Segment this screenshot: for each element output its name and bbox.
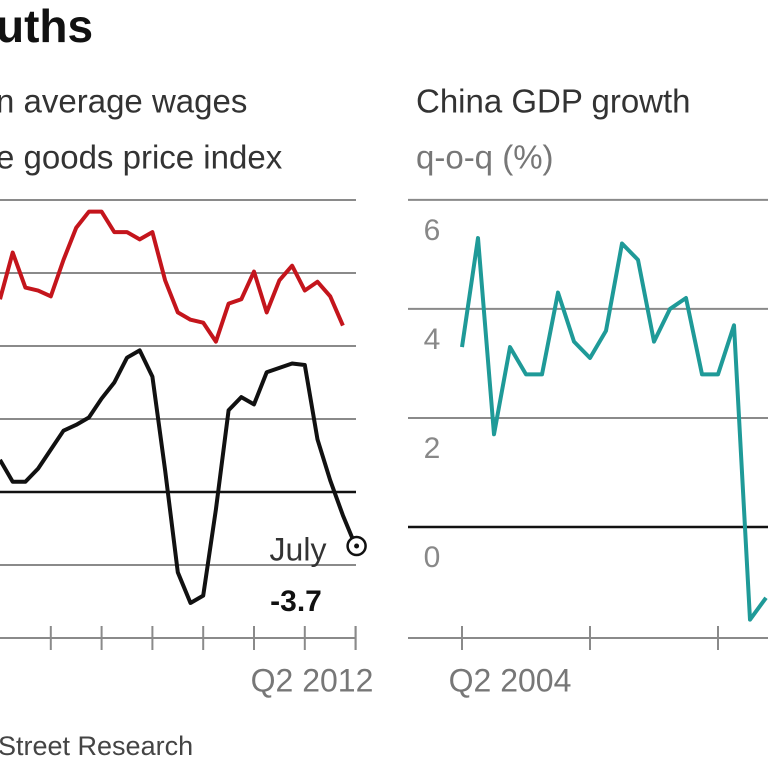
data-line — [0, 348, 358, 605]
annotation: July — [270, 531, 327, 567]
chart-subtitle: q-o-q (%) — [416, 139, 554, 176]
x-tick-label: Q2 2004 — [449, 662, 572, 698]
x-tick-label: Q2 2012 — [251, 662, 374, 698]
y-tick-label: 0 — [424, 541, 441, 574]
data-label: -3.7 — [270, 585, 322, 618]
source: Street Research — [0, 731, 193, 761]
data-line — [460, 236, 768, 622]
y-tick-label: 2 — [424, 432, 441, 465]
data-line — [0, 209, 345, 344]
y-tick-label: 6 — [424, 214, 441, 247]
chart-title: China GDP growth — [416, 83, 691, 120]
highlight-dot — [354, 543, 360, 549]
chart-subtitle: e goods price index — [0, 139, 283, 176]
page-title: uths — [0, 0, 93, 52]
y-tick-label: 4 — [424, 323, 441, 356]
chart-title: n average wages — [0, 83, 247, 120]
